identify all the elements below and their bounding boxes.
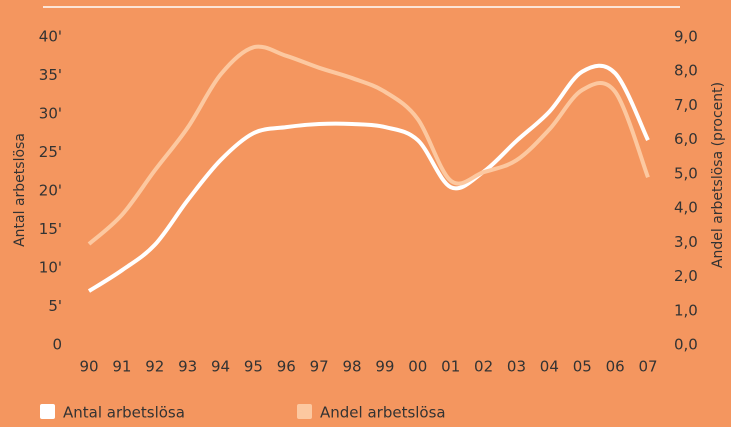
x-tick-label: 01 [441, 358, 460, 376]
legend-label: Antal arbetslösa [63, 404, 185, 422]
series-line [87, 44, 650, 246]
x-tick-label: 98 [343, 358, 362, 376]
x-tick-label: 94 [211, 358, 230, 376]
y-tick-label: 35' [39, 66, 62, 84]
x-tick-label: 03 [507, 358, 526, 376]
legend-swatch [297, 404, 312, 419]
y-tick-label: 25' [39, 143, 62, 161]
y2-tick-label: 7,0 [674, 96, 698, 114]
x-tick-label: 99 [375, 358, 394, 376]
x-tick-label: 02 [474, 358, 493, 376]
x-tick-label: 91 [112, 358, 131, 376]
x-tick-label: 90 [79, 358, 98, 376]
y2-tick-label: 8,0 [674, 62, 698, 80]
x-tick-label: 96 [277, 358, 296, 376]
y2-tick-label: 3,0 [674, 233, 698, 251]
y-tick-label: 0 [52, 336, 62, 354]
y2-tick-label: 5,0 [674, 164, 698, 182]
y-axis-label: Antal arbetslösa [12, 133, 28, 247]
y-tick-label: 10' [39, 259, 62, 277]
y2-tick-label: 4,0 [674, 199, 698, 217]
y-tick-label: 40' [39, 28, 62, 46]
y2-axis-label: Andel arbetslösa (procent) [710, 82, 726, 268]
y2-tick-label: 1,0 [674, 301, 698, 319]
series-line [87, 63, 650, 293]
legend-swatch [40, 404, 55, 419]
y-tick-label: 30' [39, 105, 62, 123]
y-tick-label: 15' [39, 220, 62, 238]
x-tick-label: 95 [244, 358, 263, 376]
y-tick-label: 5' [48, 297, 62, 315]
y2-tick-label: 0,0 [674, 336, 698, 354]
x-tick-label: 97 [310, 358, 329, 376]
legend-label: Andel arbetslösa [320, 404, 446, 422]
y2-tick-label: 6,0 [674, 130, 698, 148]
x-tick-label: 05 [573, 358, 592, 376]
y2-tick-label: 9,0 [674, 28, 698, 46]
x-tick-label: 06 [606, 358, 625, 376]
y2-tick-label: 2,0 [674, 267, 698, 285]
x-tick-label: 93 [178, 358, 197, 376]
x-tick-label: 00 [408, 358, 427, 376]
x-tick-label: 92 [145, 358, 164, 376]
y-tick-label: 20' [39, 182, 62, 200]
x-tick-label: 07 [638, 358, 657, 376]
x-tick-label: 04 [540, 358, 559, 376]
